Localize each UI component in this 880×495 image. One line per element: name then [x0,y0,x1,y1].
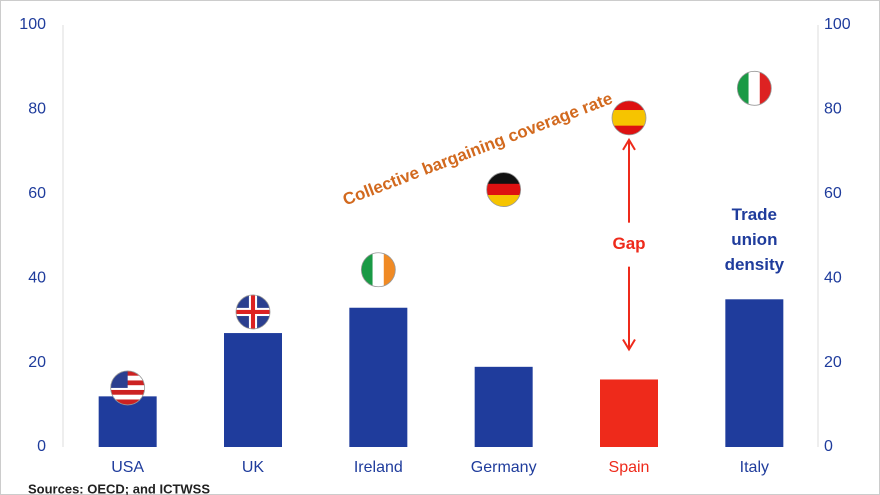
y2-tick-label: 60 [824,185,842,202]
flag [737,71,772,106]
arrow-head [622,137,636,151]
flag-stripe [737,71,749,106]
x-tick-label: Germany [471,459,537,476]
bar [349,307,408,447]
flag-gloss [486,172,522,207]
flag-gloss [110,370,146,406]
flag-gloss [611,100,647,136]
flag-stripe [748,71,761,106]
bar [474,366,533,447]
y2-tick-label: 80 [824,101,842,118]
flag [612,100,646,135]
flag-gloss [360,252,396,288]
y2-tick-label: 40 [824,269,842,286]
flag-stripe [486,183,521,196]
flag-stripe [383,252,396,287]
flag-stripe [759,71,772,106]
y2-tick-label: 0 [824,438,833,455]
flag-stripe [486,172,521,185]
flag [361,252,396,287]
y-tick-label: 0 [37,438,46,455]
y2-tick-label: 20 [824,354,842,371]
x-tick-label: Spain [609,459,650,476]
bar [600,379,658,447]
bar [224,333,282,447]
series-label: Collective bargaining coverage rate [340,89,615,210]
bar [725,299,784,447]
x-tick-label: USA [111,459,144,476]
y-tick-label: 40 [28,269,46,286]
flag [110,370,145,405]
x-tick-label: Italy [740,459,769,476]
flag-marker [110,370,146,406]
y-tick-label: 80 [28,101,46,118]
flag-stripe [486,195,521,207]
x-tick-label: Ireland [354,459,403,476]
arrow-head [622,338,636,352]
flag [486,172,521,207]
y-tick-label: 100 [19,16,46,33]
y-tick-label: 60 [28,185,46,202]
x-tick-label: UK [242,459,265,476]
flag-marker [486,172,522,207]
flag-marker [736,70,772,106]
source: Sources: OECD; and ICTWSS [28,481,210,495]
flag-stripe [612,110,646,126]
flag-stripe [372,252,385,287]
flag-stripe [361,252,373,287]
flag-stripe [110,389,145,395]
series-label: Trade union density [724,205,785,274]
flag-stripe [110,399,145,405]
flag-stripe [236,309,270,314]
y-tick-label: 20 [28,354,46,371]
flag-marker [611,100,647,136]
flag [236,294,270,329]
gap-label: Gap [612,234,645,253]
flag-gloss [736,70,772,106]
flag-marker [360,252,396,288]
y2-tick-label: 100 [824,16,851,33]
flag-gloss [235,294,271,330]
flag-marker [235,294,271,330]
